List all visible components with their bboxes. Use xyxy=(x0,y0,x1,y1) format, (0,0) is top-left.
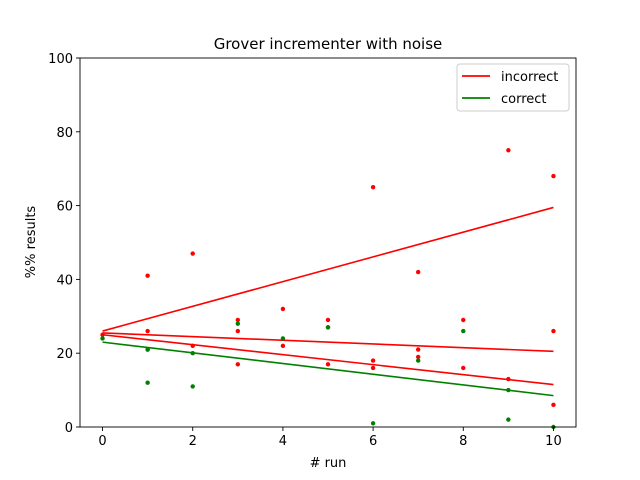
data-point-incorrect xyxy=(145,328,150,334)
data-point-incorrect xyxy=(190,343,195,349)
data-point-incorrect xyxy=(506,148,511,153)
y-tick-label: 80 xyxy=(56,126,73,141)
trend-line-correct-0 xyxy=(102,341,554,397)
data-point-incorrect xyxy=(235,317,241,323)
data-point-incorrect xyxy=(551,328,556,334)
data-point-incorrect xyxy=(551,402,556,408)
y-tick-label: 40 xyxy=(56,273,73,288)
chart-title: Grover incrementer with noise xyxy=(214,35,443,53)
data-point-correct xyxy=(325,325,331,330)
data-point-incorrect xyxy=(145,273,150,278)
data-point-incorrect xyxy=(461,317,466,323)
y-axis-label: %% results xyxy=(24,206,39,279)
data-point-incorrect xyxy=(506,376,511,382)
x-tick-label: 2 xyxy=(189,434,197,449)
trend-line-incorrect-1 xyxy=(102,332,554,353)
legend: incorrect correct xyxy=(456,63,570,112)
data-point-incorrect xyxy=(280,343,286,349)
x-axis-label: # run xyxy=(310,456,347,471)
data-point-incorrect xyxy=(415,347,421,352)
data-point-incorrect xyxy=(370,358,376,363)
data-point-incorrect xyxy=(190,251,195,256)
data-point-correct xyxy=(370,421,376,426)
x-tick-label: 8 xyxy=(459,434,467,449)
x-tick-label: 0 xyxy=(98,434,106,449)
data-point-incorrect xyxy=(235,328,241,334)
x-tick-label: 10 xyxy=(545,434,562,449)
data-point-correct xyxy=(506,387,511,393)
data-point-incorrect xyxy=(551,173,556,179)
data-point-incorrect xyxy=(325,317,331,323)
axes-frame xyxy=(79,57,577,428)
data-point-incorrect xyxy=(325,362,331,367)
data-point-correct xyxy=(506,417,511,422)
data-point-correct xyxy=(280,336,286,341)
legend-label-correct: correct xyxy=(501,92,547,107)
data-point-incorrect xyxy=(415,354,421,360)
trend-line-incorrect-0 xyxy=(102,206,554,332)
data-point-correct xyxy=(415,358,421,363)
data-point-incorrect xyxy=(370,184,376,190)
x-tick-label: 6 xyxy=(369,434,377,449)
data-point-correct xyxy=(145,380,150,385)
data-point-correct xyxy=(145,347,150,352)
data-point-correct xyxy=(100,336,105,341)
data-point-incorrect xyxy=(461,365,466,371)
trend-line-incorrect-2 xyxy=(102,333,554,386)
data-point-correct xyxy=(235,321,241,326)
y-tick-label: 0 xyxy=(65,421,73,436)
data-point-incorrect xyxy=(280,306,286,312)
y-tick-label: 60 xyxy=(56,200,73,215)
data-point-incorrect xyxy=(235,362,241,367)
data-point-correct xyxy=(461,328,466,334)
data-point-incorrect xyxy=(370,365,376,371)
x-tick-label: 4 xyxy=(279,434,287,449)
data-point-incorrect xyxy=(415,269,421,275)
data-point-correct xyxy=(190,384,195,389)
data-point-incorrect xyxy=(100,332,105,337)
y-tick-label: 100 xyxy=(48,52,73,67)
y-tick-label: 20 xyxy=(56,347,73,362)
legend-label-incorrect: incorrect xyxy=(501,70,558,85)
data-point-correct xyxy=(190,351,195,356)
